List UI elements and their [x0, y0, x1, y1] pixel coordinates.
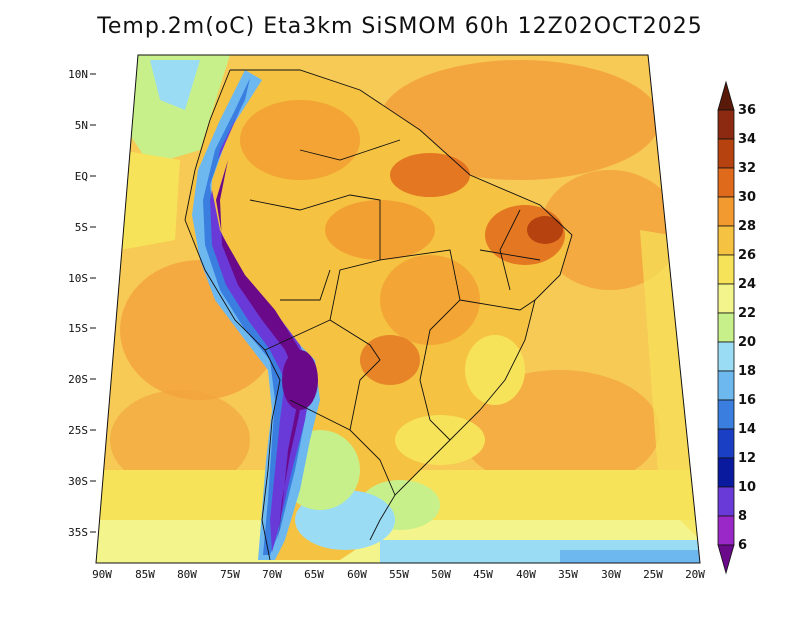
- colorbar-segment: [717, 457, 735, 488]
- colorbar-label: 18: [738, 364, 756, 379]
- lon-label: 35W: [558, 568, 578, 581]
- lat-label: 20S: [68, 373, 88, 386]
- colorbar-segment: [717, 196, 735, 227]
- colorbar-segment: [717, 312, 735, 343]
- colorbar-label: 20: [738, 335, 756, 350]
- colorbar-segment: [717, 167, 735, 198]
- colorbar-segment: [717, 225, 735, 256]
- colorbar-labels: 36 34 32 30 28 26 24 22 20 18 16 14 12 1…: [738, 103, 756, 553]
- colorbar-label: 28: [738, 219, 756, 234]
- colorbar-segment: [717, 138, 735, 169]
- lat-label: 10N: [68, 68, 88, 81]
- colorbar-segment: [717, 399, 735, 430]
- lon-label: 60W: [347, 568, 367, 581]
- colorbar-segment: [717, 341, 735, 372]
- colorbar-label: 34: [738, 132, 756, 147]
- colorbar-label: 16: [738, 393, 756, 408]
- lat-label: 5S: [75, 221, 88, 234]
- lat-label: 30S: [68, 475, 88, 488]
- lon-label: 20W: [685, 568, 705, 581]
- temperature-field: [96, 55, 700, 563]
- lon-label: 90W: [92, 568, 112, 581]
- lon-label: 65W: [304, 568, 324, 581]
- lon-label: 50W: [431, 568, 451, 581]
- colorbar-label: 36: [738, 103, 756, 118]
- colorbar-segment: [717, 283, 735, 314]
- country-borders: [184, 69, 573, 561]
- lat-label: 25S: [68, 424, 88, 437]
- colorbar-segment: [717, 370, 735, 401]
- map-title: Temp.2m(oC) Eta3km SiSMOM 60h 12Z02OCT20…: [97, 14, 703, 39]
- colorbar-segment: [717, 428, 735, 459]
- lon-label: 30W: [601, 568, 621, 581]
- colorbar-label: 6: [738, 538, 747, 553]
- lat-label: 35S: [68, 526, 88, 539]
- colorbar-label: 8: [738, 509, 747, 524]
- lon-axis: 90W 85W 80W 75W 70W 65W 60W 55W 50W 45W …: [92, 562, 705, 581]
- colorbar: [717, 80, 735, 575]
- colorbar-label: 22: [738, 306, 756, 321]
- lon-label: 80W: [177, 568, 197, 581]
- lon-label: 75W: [220, 568, 240, 581]
- lon-label: 40W: [516, 568, 536, 581]
- colorbar-label: 12: [738, 451, 756, 466]
- colorbar-segment: [717, 486, 735, 517]
- lon-label: 70W: [262, 568, 282, 581]
- lat-label: 15S: [68, 322, 88, 335]
- colorbar-segment: [717, 109, 735, 140]
- colorbar-label: 14: [738, 422, 756, 437]
- lat-label: 5N: [75, 119, 88, 132]
- lat-label: EQ: [75, 170, 88, 183]
- colorbar-segment: [717, 544, 735, 575]
- colorbar-segment: [717, 515, 735, 546]
- colorbar-label: 30: [738, 190, 756, 205]
- colorbar-label: 24: [738, 277, 756, 292]
- colorbar-label: 26: [738, 248, 756, 263]
- lon-label: 25W: [643, 568, 663, 581]
- lon-label: 85W: [135, 568, 155, 581]
- lon-label: 55W: [389, 568, 409, 581]
- lon-label: 45W: [473, 568, 493, 581]
- lat-axis: 10N 5N EQ 5S 10S 15S 20S 25S 30S 35S: [68, 68, 96, 539]
- colorbar-segment: [717, 80, 735, 111]
- colorbar-label: 32: [738, 161, 756, 176]
- colorbar-label: 10: [738, 480, 756, 495]
- colorbar-segment: [717, 254, 735, 285]
- lat-label: 10S: [68, 272, 88, 285]
